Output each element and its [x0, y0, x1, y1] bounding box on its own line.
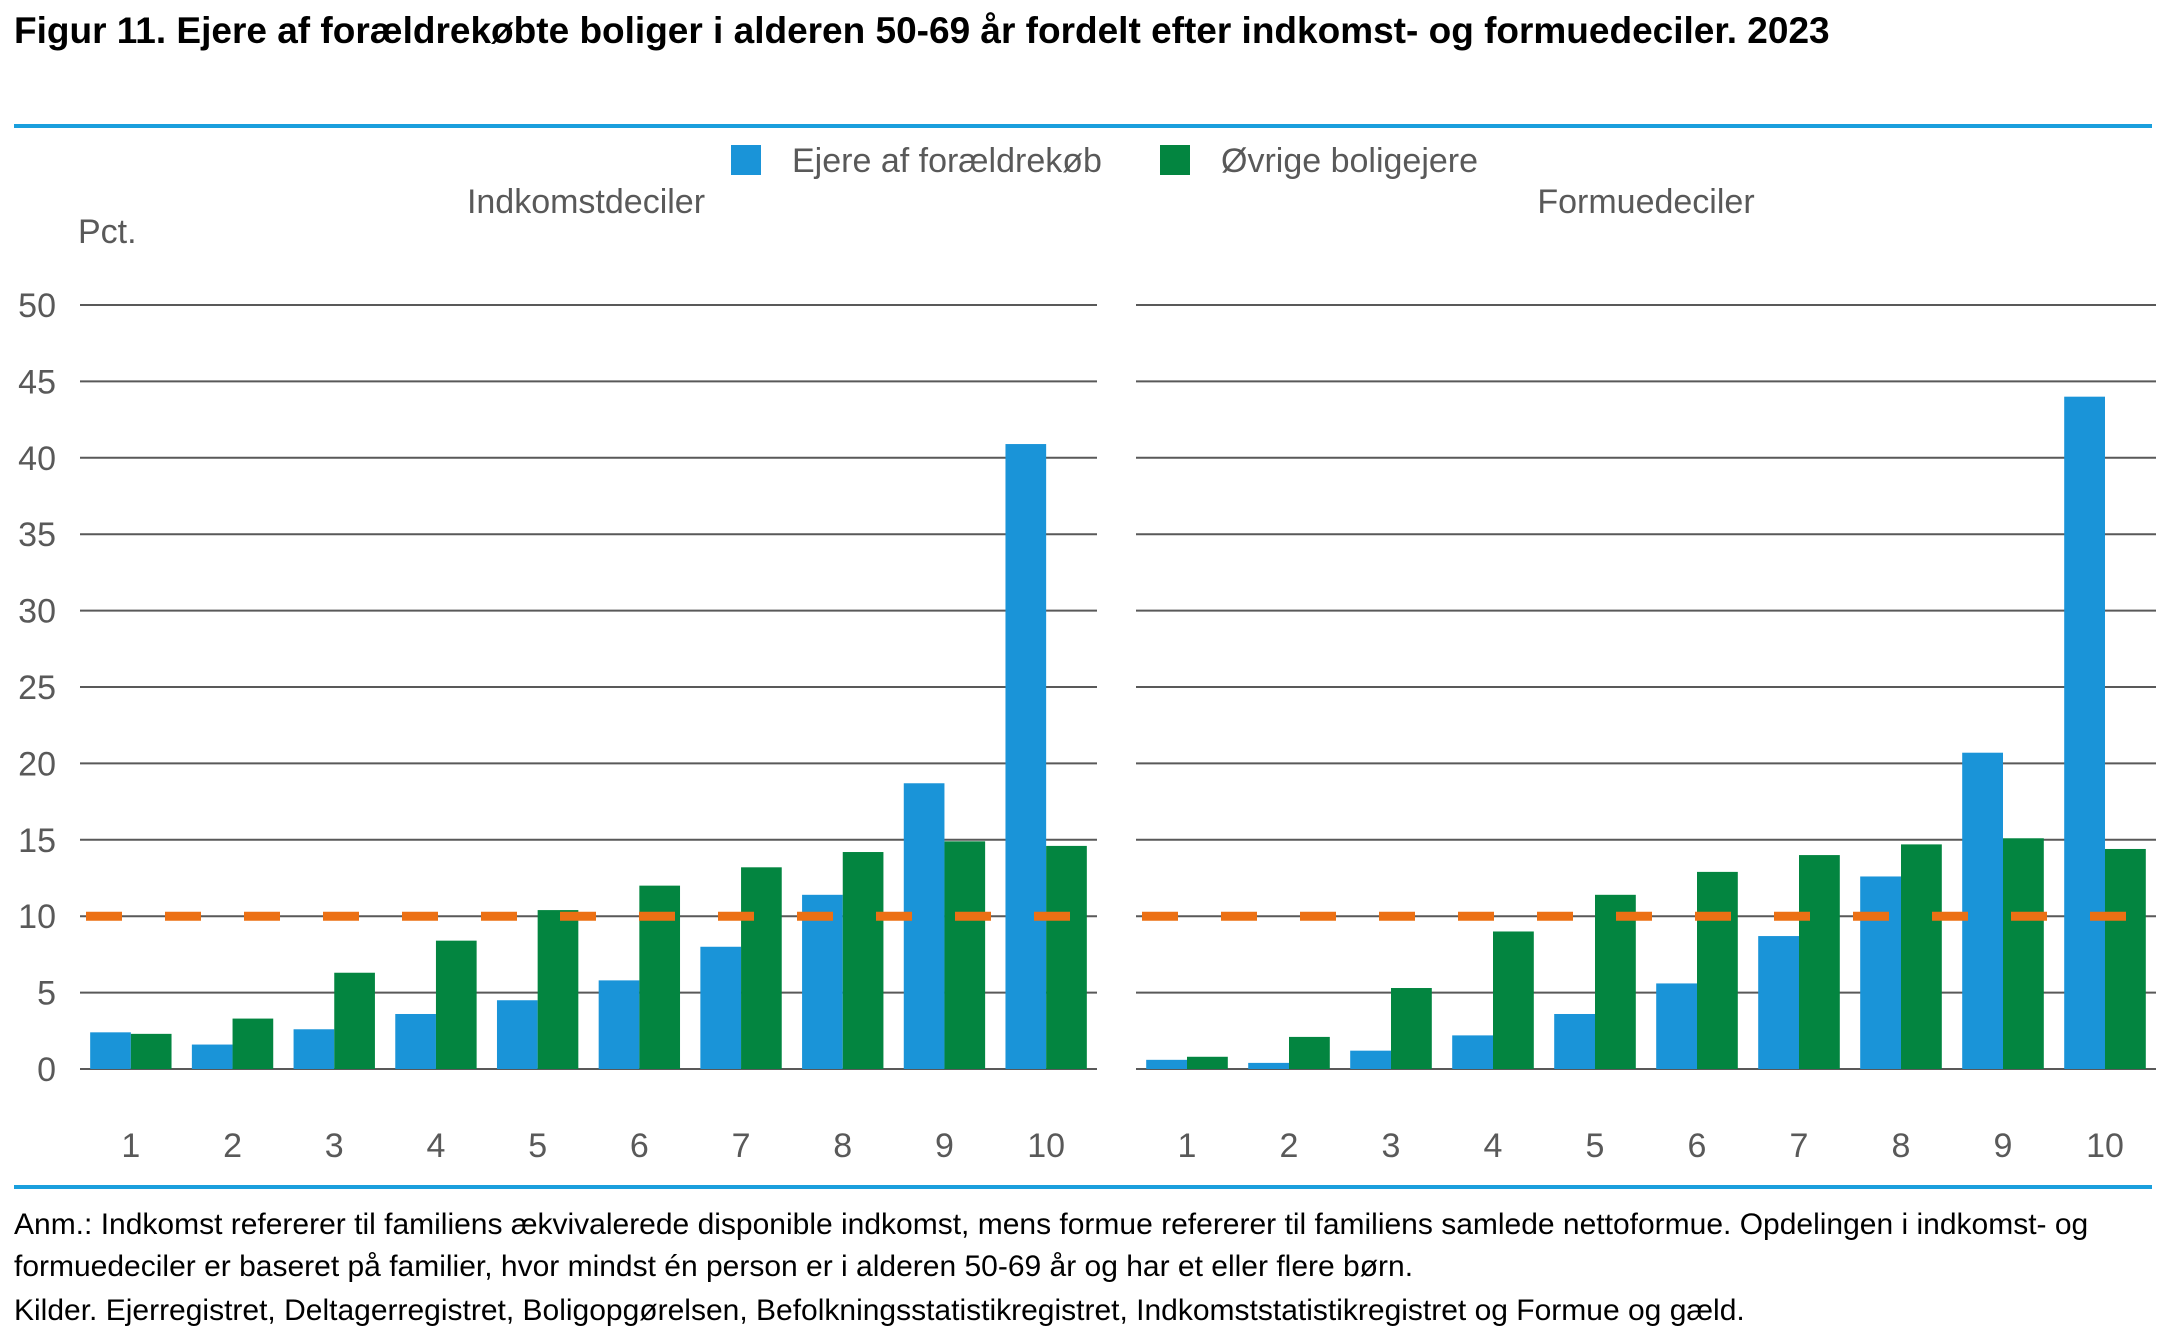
y-tick-label: 35 [18, 516, 56, 554]
bar-series-1 [700, 946, 742, 1069]
bar-series-2 [537, 910, 579, 1069]
x-tick-label: 2 [223, 1127, 242, 1165]
bar-series-2 [1187, 1056, 1228, 1069]
bottom-rule [14, 1185, 2152, 1189]
bar-series-2 [2105, 848, 2146, 1069]
y-tick-label: 15 [18, 822, 56, 860]
bar-series-1 [1005, 444, 1047, 1070]
x-tick-label: 10 [1027, 1127, 1065, 1165]
x-tick-label: 1 [1178, 1127, 1197, 1165]
bar-series-1 [1452, 1035, 1493, 1069]
bar-series-1 [2064, 396, 2105, 1069]
x-tick-label: 9 [935, 1127, 954, 1165]
bar-series-2 [1493, 931, 1534, 1069]
bar-series-1 [293, 1029, 335, 1069]
x-tick-label: 3 [325, 1127, 344, 1165]
y-tick-label: 5 [37, 975, 56, 1013]
bar-series-2 [842, 852, 884, 1069]
y-tick-label: 10 [18, 898, 56, 936]
bar-series-2 [741, 867, 782, 1069]
x-tick-label: 1 [121, 1127, 140, 1165]
bar-series-2 [2003, 838, 2044, 1069]
bar-series-2 [232, 1018, 274, 1069]
x-tick-label: 8 [833, 1127, 852, 1165]
x-tick-label: 7 [1790, 1127, 1809, 1165]
y-tick-label: 0 [37, 1051, 56, 1089]
y-tick-labels: 0 5 10 15 20 25 30 35 40 45 50 [18, 287, 56, 1089]
sources: Kilder. Ejerregistret, Deltagerregistret… [14, 1294, 1745, 1327]
bar-series-2 [1595, 894, 1636, 1069]
y-tick-label: 40 [18, 440, 56, 478]
legend-swatch-series-1 [731, 145, 761, 175]
bar-series-1 [496, 1000, 538, 1069]
panel-wealth: 1 2 3 4 5 6 7 8 9 10 [1136, 304, 2156, 1165]
legend-swatch-series-2 [1160, 145, 1190, 175]
bar-series-2 [1046, 845, 1087, 1069]
bar-series-1 [598, 980, 640, 1069]
bar-series-1 [1146, 1059, 1187, 1069]
bar-series-2 [1697, 871, 1738, 1069]
bar-series-2 [334, 972, 375, 1069]
x-tick-label: 5 [528, 1127, 547, 1165]
bar-series-1 [802, 894, 843, 1069]
top-rule [14, 124, 2152, 128]
bar-series-1 [191, 1044, 233, 1069]
bar-series-2 [130, 1033, 172, 1069]
bar-series-2 [1901, 844, 1942, 1069]
bar-series-2 [435, 940, 477, 1069]
y-tick-label: 50 [18, 287, 56, 325]
x-tick-label: 6 [1688, 1127, 1707, 1165]
y-tick-label: 20 [18, 745, 56, 783]
bar-series-1 [90, 1032, 131, 1069]
bar-series-1 [1656, 983, 1697, 1069]
figure-title: Figur 11. Ejere af forældrekøbte boliger… [14, 10, 1830, 51]
y-tick-label: 45 [18, 363, 56, 401]
x-tick-label: 4 [1484, 1127, 1503, 1165]
bar-series-2 [1391, 988, 1432, 1069]
panel-title-wealth: Formuedeciler [1537, 183, 1754, 221]
x-tick-label: 4 [426, 1127, 445, 1165]
footnote: Anm.: Indkomst refererer til familiens æ… [14, 1208, 2089, 1283]
x-tick-label: 2 [1280, 1127, 1299, 1165]
x-tick-label: 8 [1892, 1127, 1911, 1165]
bar-series-1 [395, 1013, 436, 1069]
y-tick-label: 30 [18, 593, 56, 631]
x-tick-label: 5 [1586, 1127, 1605, 1165]
legend: Ejere af forældrekøb Øvrige boligejere [731, 142, 1478, 180]
x-tick-label: 9 [1994, 1127, 2013, 1165]
bar-series-2 [1799, 855, 1840, 1069]
panel-income: 1 2 3 4 5 6 7 8 9 10 [80, 304, 1097, 1165]
y-axis-label: Pct. [78, 213, 137, 251]
bar-series-2 [1289, 1036, 1330, 1069]
x-tick-label: 7 [732, 1127, 751, 1165]
bar-series-1 [1758, 936, 1799, 1069]
bar-series-1 [903, 783, 945, 1069]
x-tick-label: 6 [630, 1127, 649, 1165]
y-tick-label: 25 [18, 669, 56, 707]
bar-series-2 [944, 841, 986, 1069]
bar-series-1 [1248, 1062, 1289, 1069]
bar-series-1 [1962, 752, 2003, 1069]
legend-label-series-1: Ejere af forældrekøb [792, 142, 1102, 180]
x-tick-label: 10 [2086, 1127, 2124, 1165]
panel-title-income: Indkomstdeciler [467, 183, 705, 221]
bar-series-1 [1860, 876, 1901, 1069]
bar-series-1 [1554, 1013, 1595, 1069]
x-tick-label: 3 [1382, 1127, 1401, 1165]
legend-label-series-2: Øvrige boligejere [1221, 142, 1478, 180]
bar-series-1 [1350, 1050, 1391, 1069]
